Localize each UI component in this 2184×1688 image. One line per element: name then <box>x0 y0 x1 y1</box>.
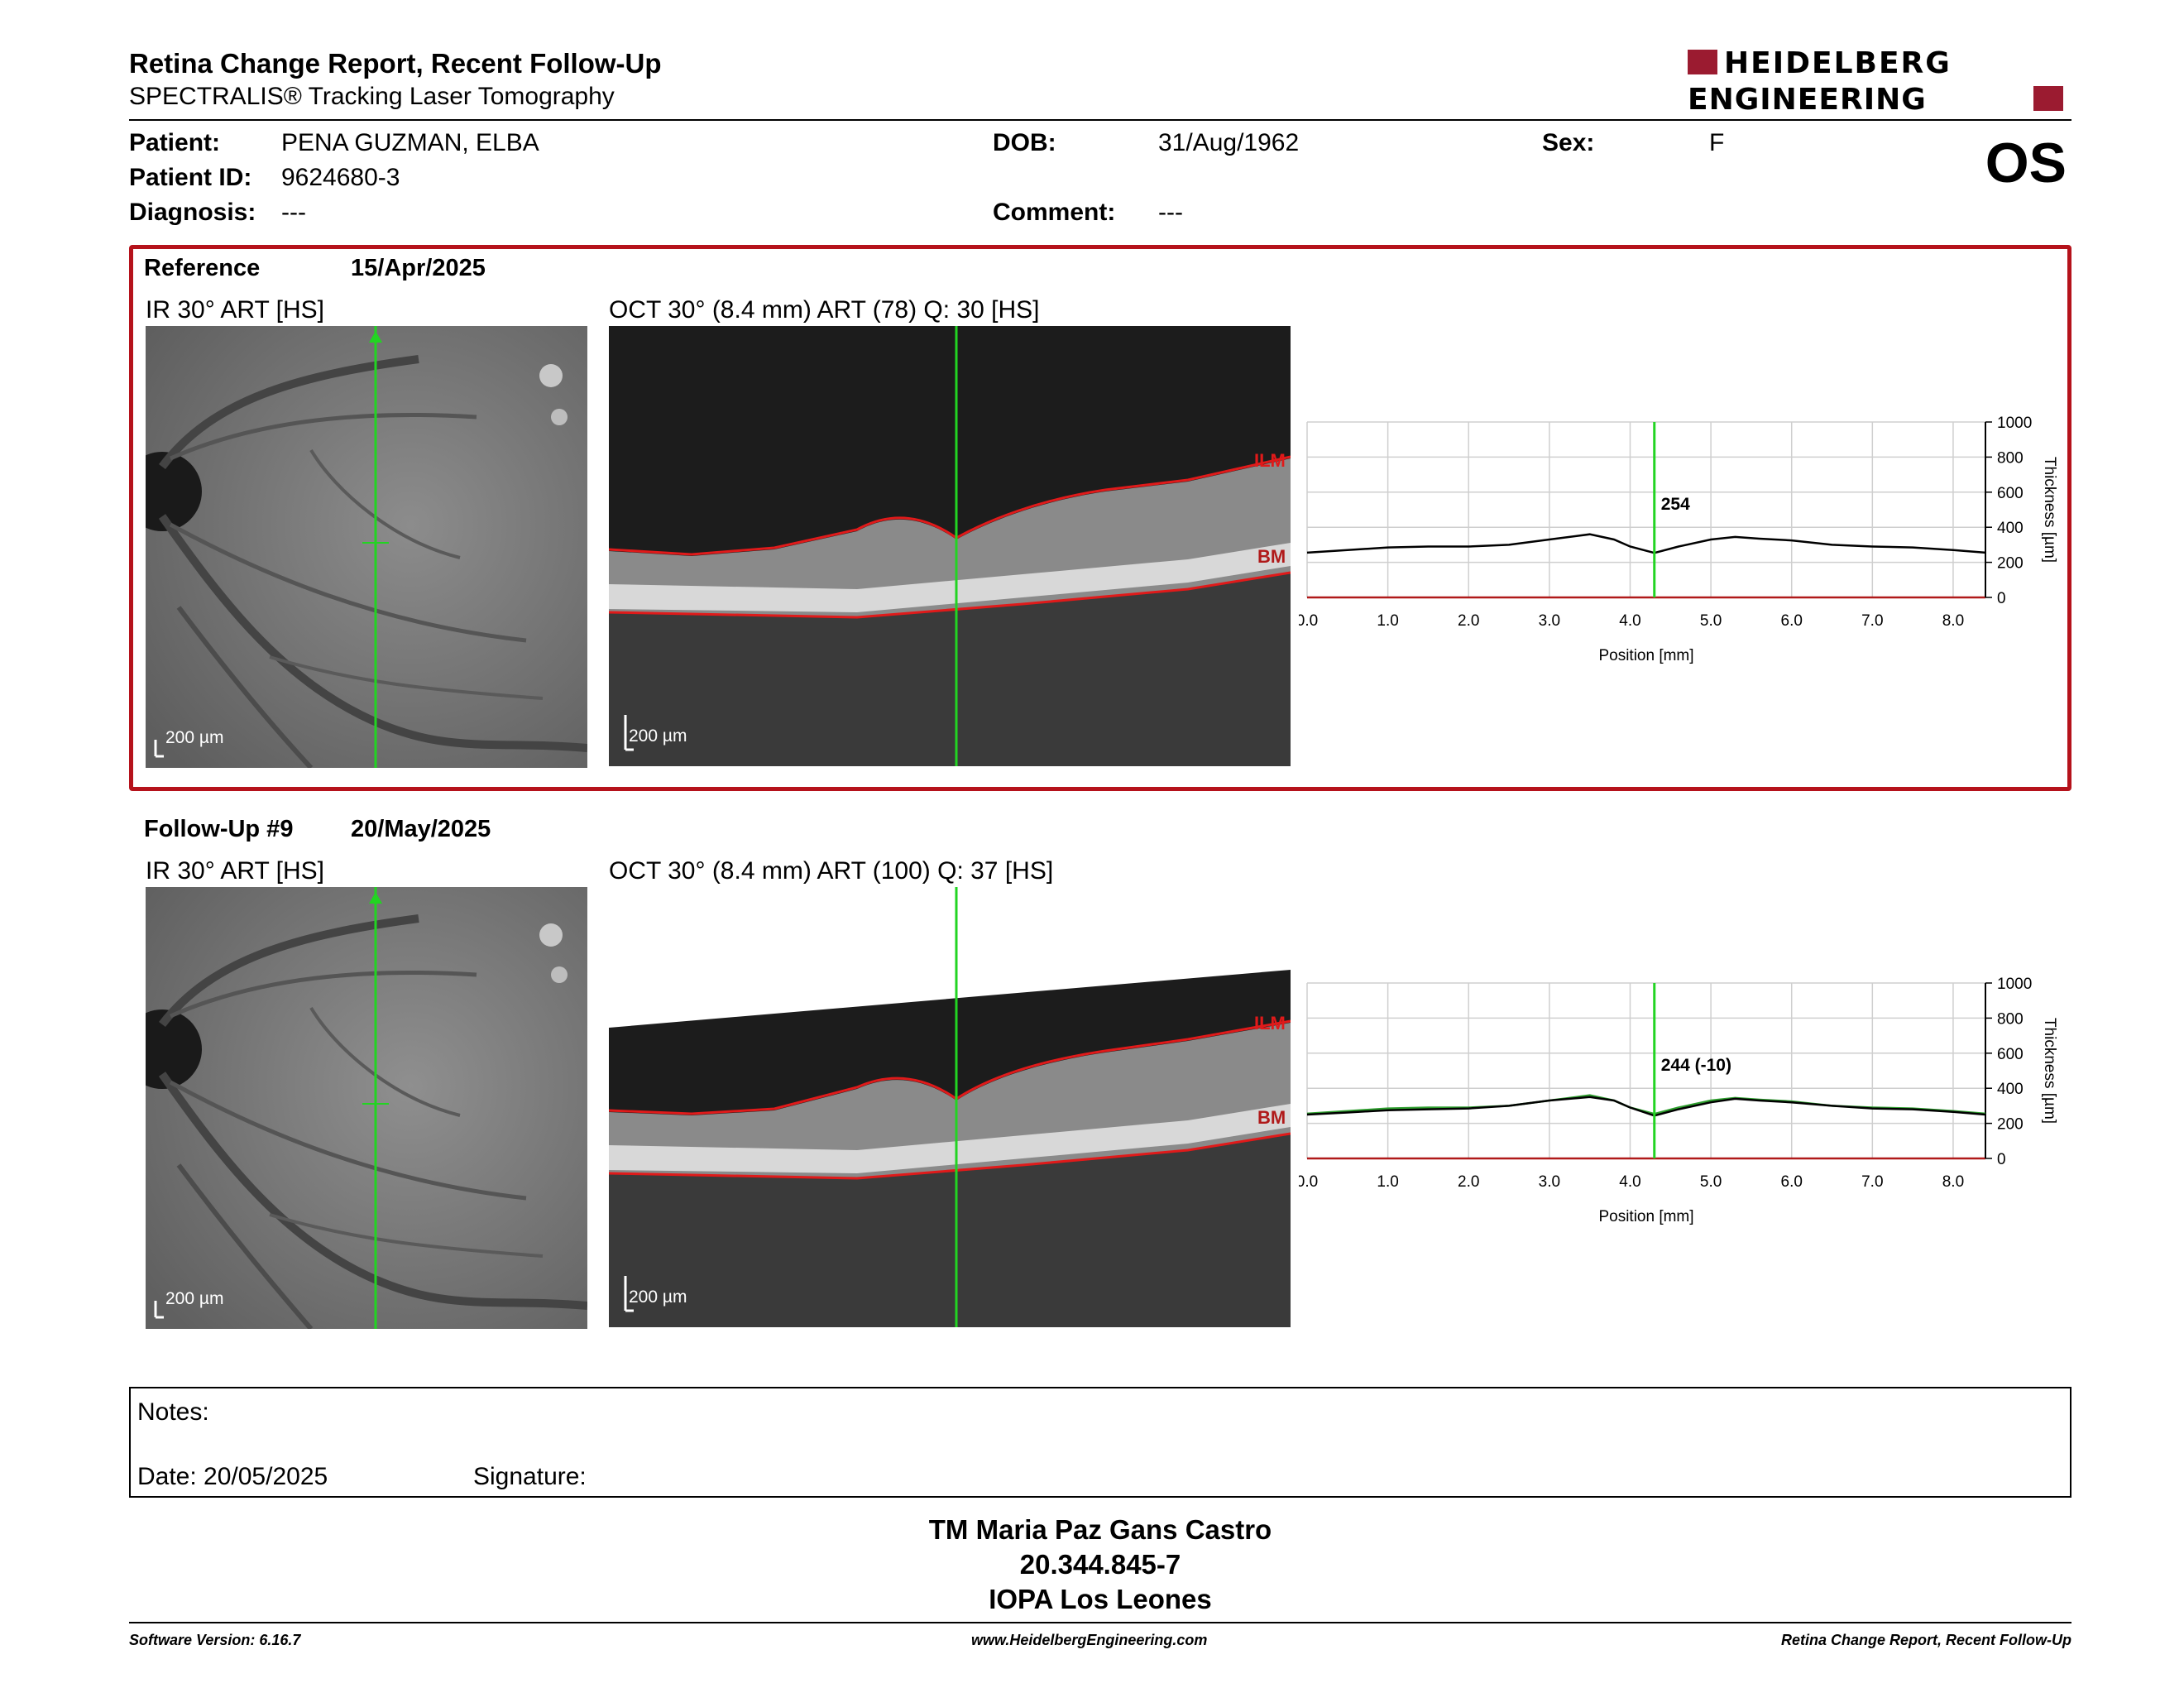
reference-oct-scale: 200 µm <box>629 727 687 746</box>
x-tick-label: 0.0 <box>1299 612 1318 630</box>
reference-ir-scale: 200 µm <box>165 728 224 747</box>
thickness-series-line <box>1306 1094 1986 1115</box>
patient-id-label: Patient ID: <box>129 164 252 191</box>
dob-label: DOB: <box>993 129 1056 156</box>
reference-bm-label: BM <box>1257 546 1286 567</box>
x-axis-label: Position [mm] <box>1598 647 1693 664</box>
reference-ilm-label: ILM <box>1254 450 1286 471</box>
notes-date: Date: 20/05/2025 <box>137 1463 328 1490</box>
y-tick-label: 800 <box>1997 449 2024 467</box>
x-tick-label: 4.0 <box>1619 1173 1640 1191</box>
signer-id: 20.344.845-7 <box>1019 1549 1181 1580</box>
y-axis-label: Thickness [µm] <box>2041 457 2058 563</box>
followup-ir-label: IR 30° ART [HS] <box>146 857 324 885</box>
y-tick-label: 800 <box>1997 1010 2024 1028</box>
sex-value: F <box>1709 129 1725 156</box>
footer-divider <box>129 1622 2071 1623</box>
patient-id-value: 9624680-3 <box>281 164 400 191</box>
x-tick-label: 5.0 <box>1700 612 1722 630</box>
reference-oct-label: OCT 30° (8.4 mm) ART (78) Q: 30 [HS] <box>609 296 1040 324</box>
patient-label: Patient: <box>129 129 221 156</box>
reference-section <box>129 245 2071 791</box>
followup-oct-label: OCT 30° (8.4 mm) ART (100) Q: 37 [HS] <box>609 857 1054 885</box>
comment-label: Comment: <box>993 199 1116 226</box>
reference-thickness-chart: 0.0 1.0 2.0 3.0 4.0 5.0 6.0 7.0 8.0 0 200 400 600 800… <box>1299 415 2058 664</box>
patient-name: PENA GUZMAN, ELBA <box>281 129 539 156</box>
notes-label: Notes: <box>137 1398 209 1426</box>
diagnosis-label: Diagnosis: <box>129 199 256 226</box>
reference-oct-image: ILM BM 200 µm <box>609 326 1291 766</box>
x-tick-label: 3.0 <box>1539 1173 1560 1191</box>
followup-ir-image: 200 µm <box>146 887 587 1329</box>
y-tick-label: 400 <box>1997 1081 2024 1098</box>
reference-label: Reference <box>144 255 261 281</box>
x-tick-label: 7.0 <box>1861 1173 1883 1191</box>
x-tick-label: 6.0 <box>1781 1173 1803 1191</box>
signer-org: IOPA Los Leones <box>989 1584 1212 1614</box>
reference-ir-image: 200 µm <box>146 326 587 768</box>
diagnosis-value: --- <box>281 199 306 226</box>
footer-website[interactable]: www.HeidelbergEngineering.com <box>971 1632 1208 1648</box>
followup-date: 20/May/2025 <box>351 816 491 842</box>
dob-value: 31/Aug/1962 <box>1158 129 1300 156</box>
x-tick-label: 8.0 <box>1942 1173 1964 1191</box>
eye-indicator: OS <box>1985 132 2067 194</box>
followup-label: Follow-Up #9 <box>144 816 294 842</box>
y-tick-label: 1000 <box>1997 976 2032 993</box>
report-title: Retina Change Report, Recent Follow-Up <box>129 48 662 79</box>
logo-line1: HEIDELBERG <box>1724 46 1952 80</box>
report-subtitle: SPECTRALIS® Tracking Laser Tomography <box>129 83 615 110</box>
y-tick-label: 200 <box>1997 555 2024 573</box>
footer-report-name: Retina Change Report, Recent Follow-Up <box>1780 1632 2071 1648</box>
followup-bm-label: BM <box>1257 1107 1286 1128</box>
heidelberg-logo: HEIDELBERG ENGINEERING <box>1688 46 2063 116</box>
marker-value-label: 244 (-10) <box>1661 1056 1731 1075</box>
y-tick-label: 600 <box>1997 485 2024 502</box>
y-tick-label: 600 <box>1997 1046 2024 1063</box>
x-tick-label: 3.0 <box>1539 612 1560 630</box>
sex-label: Sex: <box>1542 129 1595 156</box>
x-tick-label: 1.0 <box>1377 1173 1398 1191</box>
signer-name: TM Maria Paz Gans Castro <box>928 1514 1272 1545</box>
x-tick-label: 0.0 <box>1299 1173 1318 1191</box>
header-divider <box>129 119 2071 121</box>
followup-ir-scale: 200 µm <box>165 1289 224 1308</box>
x-tick-label: 7.0 <box>1861 612 1883 630</box>
marker-value-label: 254 <box>1661 495 1690 514</box>
followup-ilm-label: ILM <box>1254 1013 1286 1033</box>
x-tick-label: 5.0 <box>1700 1173 1722 1191</box>
y-axis-label: Thickness [µm] <box>2041 1018 2058 1124</box>
reference-ir-label: IR 30° ART [HS] <box>146 296 324 324</box>
notes-box[interactable]: Notes: Date: 20/05/2025 Signature: <box>129 1387 2071 1498</box>
x-tick-label: 8.0 <box>1942 612 1964 630</box>
comment-value: --- <box>1158 199 1183 226</box>
y-tick-label: 400 <box>1997 520 2024 537</box>
y-tick-label: 0 <box>1997 590 2006 607</box>
followup-thickness-chart: 0.0 1.0 2.0 3.0 4.0 5.0 6.0 7.0 8.0 0 200 400 600 800… <box>1299 976 2058 1225</box>
signature-label: Signature: <box>473 1463 587 1490</box>
y-tick-label: 200 <box>1997 1116 2024 1134</box>
y-tick-label: 0 <box>1997 1151 2006 1168</box>
thickness-series-line <box>1306 533 1986 554</box>
x-tick-label: 6.0 <box>1781 612 1803 630</box>
x-tick-label: 2.0 <box>1458 1173 1479 1191</box>
x-tick-label: 4.0 <box>1619 612 1640 630</box>
logo-line2: ENGINEERING <box>1688 83 1927 116</box>
x-tick-label: 1.0 <box>1377 612 1398 630</box>
followup-oct-image: ILM BM 200 µm <box>609 887 1291 1327</box>
thickness-series-line <box>1306 1096 1986 1117</box>
followup-oct-scale: 200 µm <box>629 1288 687 1307</box>
x-axis-label: Position [mm] <box>1598 1208 1693 1225</box>
y-tick-label: 1000 <box>1997 415 2032 432</box>
x-tick-label: 2.0 <box>1458 612 1479 630</box>
footer-software-version: Software Version: 6.16.7 <box>129 1632 301 1648</box>
reference-date: 15/Apr/2025 <box>351 255 486 281</box>
